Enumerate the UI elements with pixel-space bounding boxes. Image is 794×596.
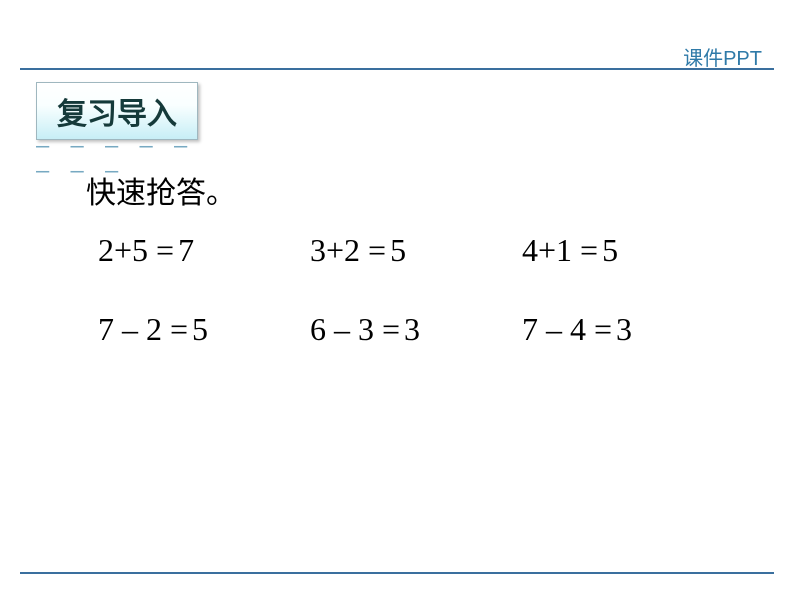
equation-expression: 4+1 = xyxy=(522,232,598,269)
equation-cell: 4+1 = 5 xyxy=(522,232,734,269)
header-ppt-label: 课件PPT xyxy=(683,42,762,71)
equation-answer: 3 xyxy=(404,311,420,348)
equation-answer: 7 xyxy=(178,232,194,269)
bottom-horizontal-rule xyxy=(20,572,774,574)
equation-cell: 3+2 = 5 xyxy=(310,232,522,269)
equation-cell: 2+5 = 7 xyxy=(98,232,310,269)
equation-row: 7 – 2 = 5 6 – 3 = 3 7 – 4 = 3 xyxy=(98,311,734,348)
subtitle-text: 快速抢答。 xyxy=(86,168,236,212)
equation-expression: 3+2 = xyxy=(310,232,386,269)
equation-row: 2+5 = 7 3+2 = 5 4+1 = 5 xyxy=(98,232,734,269)
equation-cell: 6 – 3 = 3 xyxy=(310,311,522,348)
equation-expression: 7 – 2 = xyxy=(98,311,188,348)
equation-grid: 2+5 = 7 3+2 = 5 4+1 = 5 7 – 2 = 5 6 – 3 … xyxy=(98,232,734,390)
section-title-box: 复习导入 xyxy=(36,82,198,140)
equation-expression: 6 – 3 = xyxy=(310,311,400,348)
equation-answer: 5 xyxy=(602,232,618,269)
equation-cell: 7 – 2 = 5 xyxy=(98,311,310,348)
equation-answer: 5 xyxy=(192,311,208,348)
equation-answer: 3 xyxy=(616,311,632,348)
equation-expression: 7 – 4 = xyxy=(522,311,612,348)
equation-cell: 7 – 4 = 3 xyxy=(522,311,734,348)
equation-expression: 2+5 = xyxy=(98,232,174,269)
equation-answer: 5 xyxy=(390,232,406,269)
top-horizontal-rule xyxy=(20,68,774,70)
section-title-text: 复习导入 xyxy=(57,98,177,131)
